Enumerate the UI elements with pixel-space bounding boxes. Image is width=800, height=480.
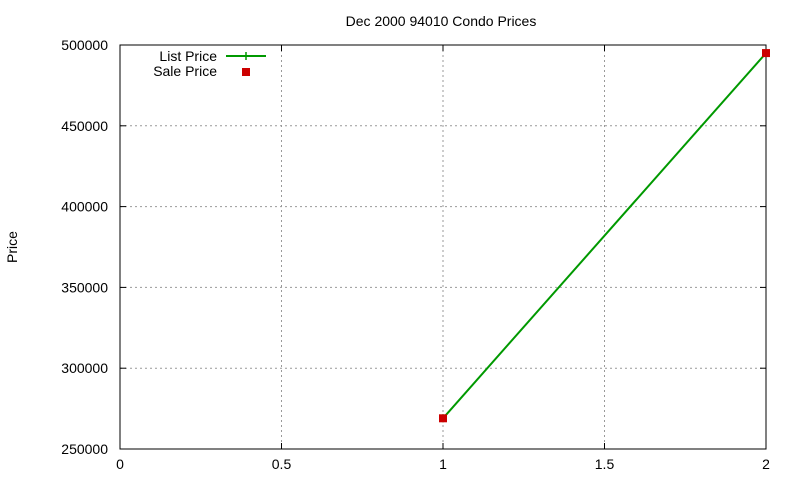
grid: [120, 45, 766, 449]
y-axis-label: Price: [4, 231, 20, 263]
data-series: [439, 49, 770, 423]
list-price-line: [442, 52, 767, 419]
legend: List Price Sale Price: [153, 48, 266, 79]
y-tick-label: 400000: [61, 199, 108, 215]
legend-label-list-price: List Price: [159, 48, 217, 64]
x-tick-label: 1: [439, 456, 447, 472]
y-tick-label: 500000: [61, 37, 108, 53]
x-tick-label: 0: [116, 456, 124, 472]
legend-label-sale-price: Sale Price: [153, 63, 217, 79]
sale-price-point: [439, 414, 447, 423]
axis-ticks: 0 0.5 1 1.5 2 250000 300000 350000 400000 450000 5…: [61, 37, 770, 472]
legend-marker-list-price: [242, 52, 250, 60]
x-tick-label: 2: [762, 456, 770, 472]
y-tick-label: 450000: [61, 118, 108, 134]
legend-swatch-sale-price: [242, 68, 250, 76]
y-tick-label: 300000: [61, 360, 108, 376]
y-tick-label: 350000: [61, 279, 108, 295]
x-tick-label: 0.5: [272, 456, 292, 472]
sale-price-point: [762, 49, 770, 58]
y-tick-label: 250000: [61, 441, 108, 457]
chart-title: Dec 2000 94010 Condo Prices: [346, 13, 537, 29]
x-tick-label: 1.5: [595, 456, 615, 472]
